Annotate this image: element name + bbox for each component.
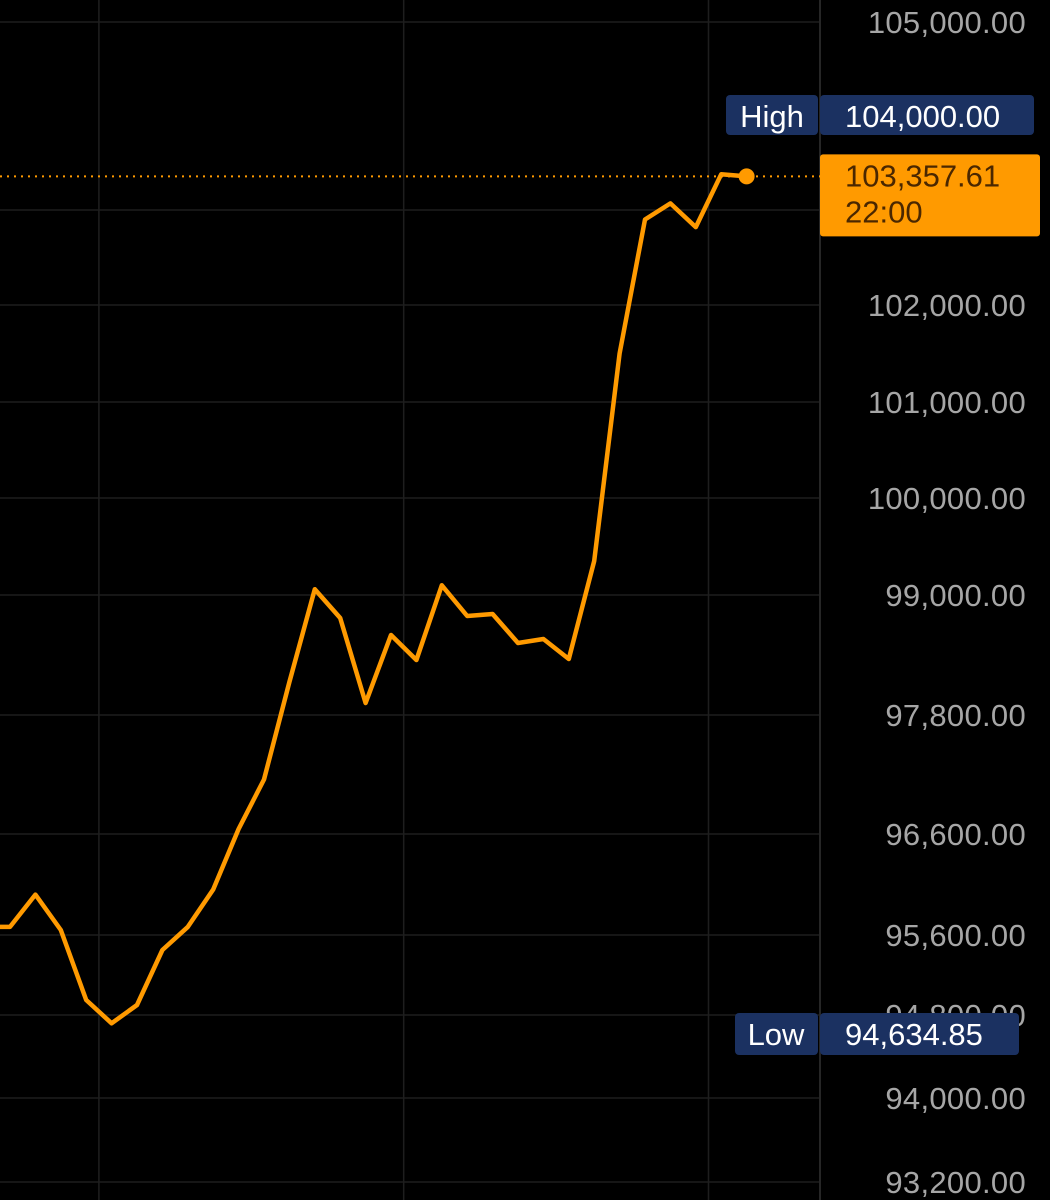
price-point [287, 680, 291, 684]
price-point [211, 888, 215, 892]
price-point [643, 218, 647, 222]
high-value-box [820, 95, 1034, 135]
price-point [618, 352, 622, 356]
high-marker: High 104,000.00 [726, 95, 1034, 135]
price-point [59, 928, 63, 932]
low-label-box [735, 1013, 818, 1055]
price-point [592, 559, 596, 563]
price-line [0, 172, 749, 1026]
low-value: 94,634.85 [845, 1017, 983, 1052]
price-point [389, 633, 393, 637]
high-label-box [726, 95, 818, 135]
y-tick-label: 105,000.00 [868, 5, 1026, 40]
y-tick-label: 101,000.00 [868, 385, 1026, 420]
y-tick-label: 99,000.00 [885, 578, 1026, 613]
price-point [541, 637, 545, 641]
y-tick-label: 96,600.00 [885, 817, 1026, 852]
price-series [0, 168, 820, 1026]
price-point [694, 225, 698, 229]
price-point [160, 948, 164, 952]
low-label: Low [748, 1017, 805, 1052]
y-tick-label: 100,000.00 [868, 481, 1026, 516]
price-point [465, 614, 469, 618]
price-point [516, 641, 520, 645]
price-point [8, 925, 12, 929]
current-price-value: 103,357.61 [845, 158, 1000, 193]
chart-grid [0, 0, 820, 1200]
current-price-box [820, 154, 1040, 237]
price-point [135, 1003, 139, 1007]
price-point [567, 657, 571, 661]
current-price-dot [738, 168, 755, 185]
current-price-time: 22:00 [845, 194, 923, 229]
price-point [364, 701, 368, 705]
price-point [491, 612, 495, 616]
high-value: 104,000.00 [845, 99, 1000, 134]
low-value-box [820, 1013, 1019, 1055]
high-label: High [740, 99, 804, 134]
y-tick-label: 102,000.00 [868, 288, 1026, 323]
y-tick-label: 93,200.00 [885, 1165, 1026, 1200]
low-marker: Low 94,634.85 [735, 1013, 1019, 1055]
y-tick-label: 95,600.00 [885, 918, 1026, 953]
price-point [237, 827, 241, 831]
price-point [186, 925, 190, 929]
current-price-marker: 103,357.61 22:00 [820, 154, 1040, 237]
price-point [110, 1021, 114, 1025]
price-point [84, 998, 88, 1002]
y-tick-label: 94,000.00 [885, 1081, 1026, 1116]
price-point [313, 587, 317, 591]
price-point [262, 777, 266, 781]
price-point [338, 616, 342, 620]
price-point [414, 658, 418, 662]
price-point [33, 893, 37, 897]
price-point [440, 583, 444, 587]
y-tick-label: 97,800.00 [885, 698, 1026, 733]
price-point [668, 201, 672, 205]
